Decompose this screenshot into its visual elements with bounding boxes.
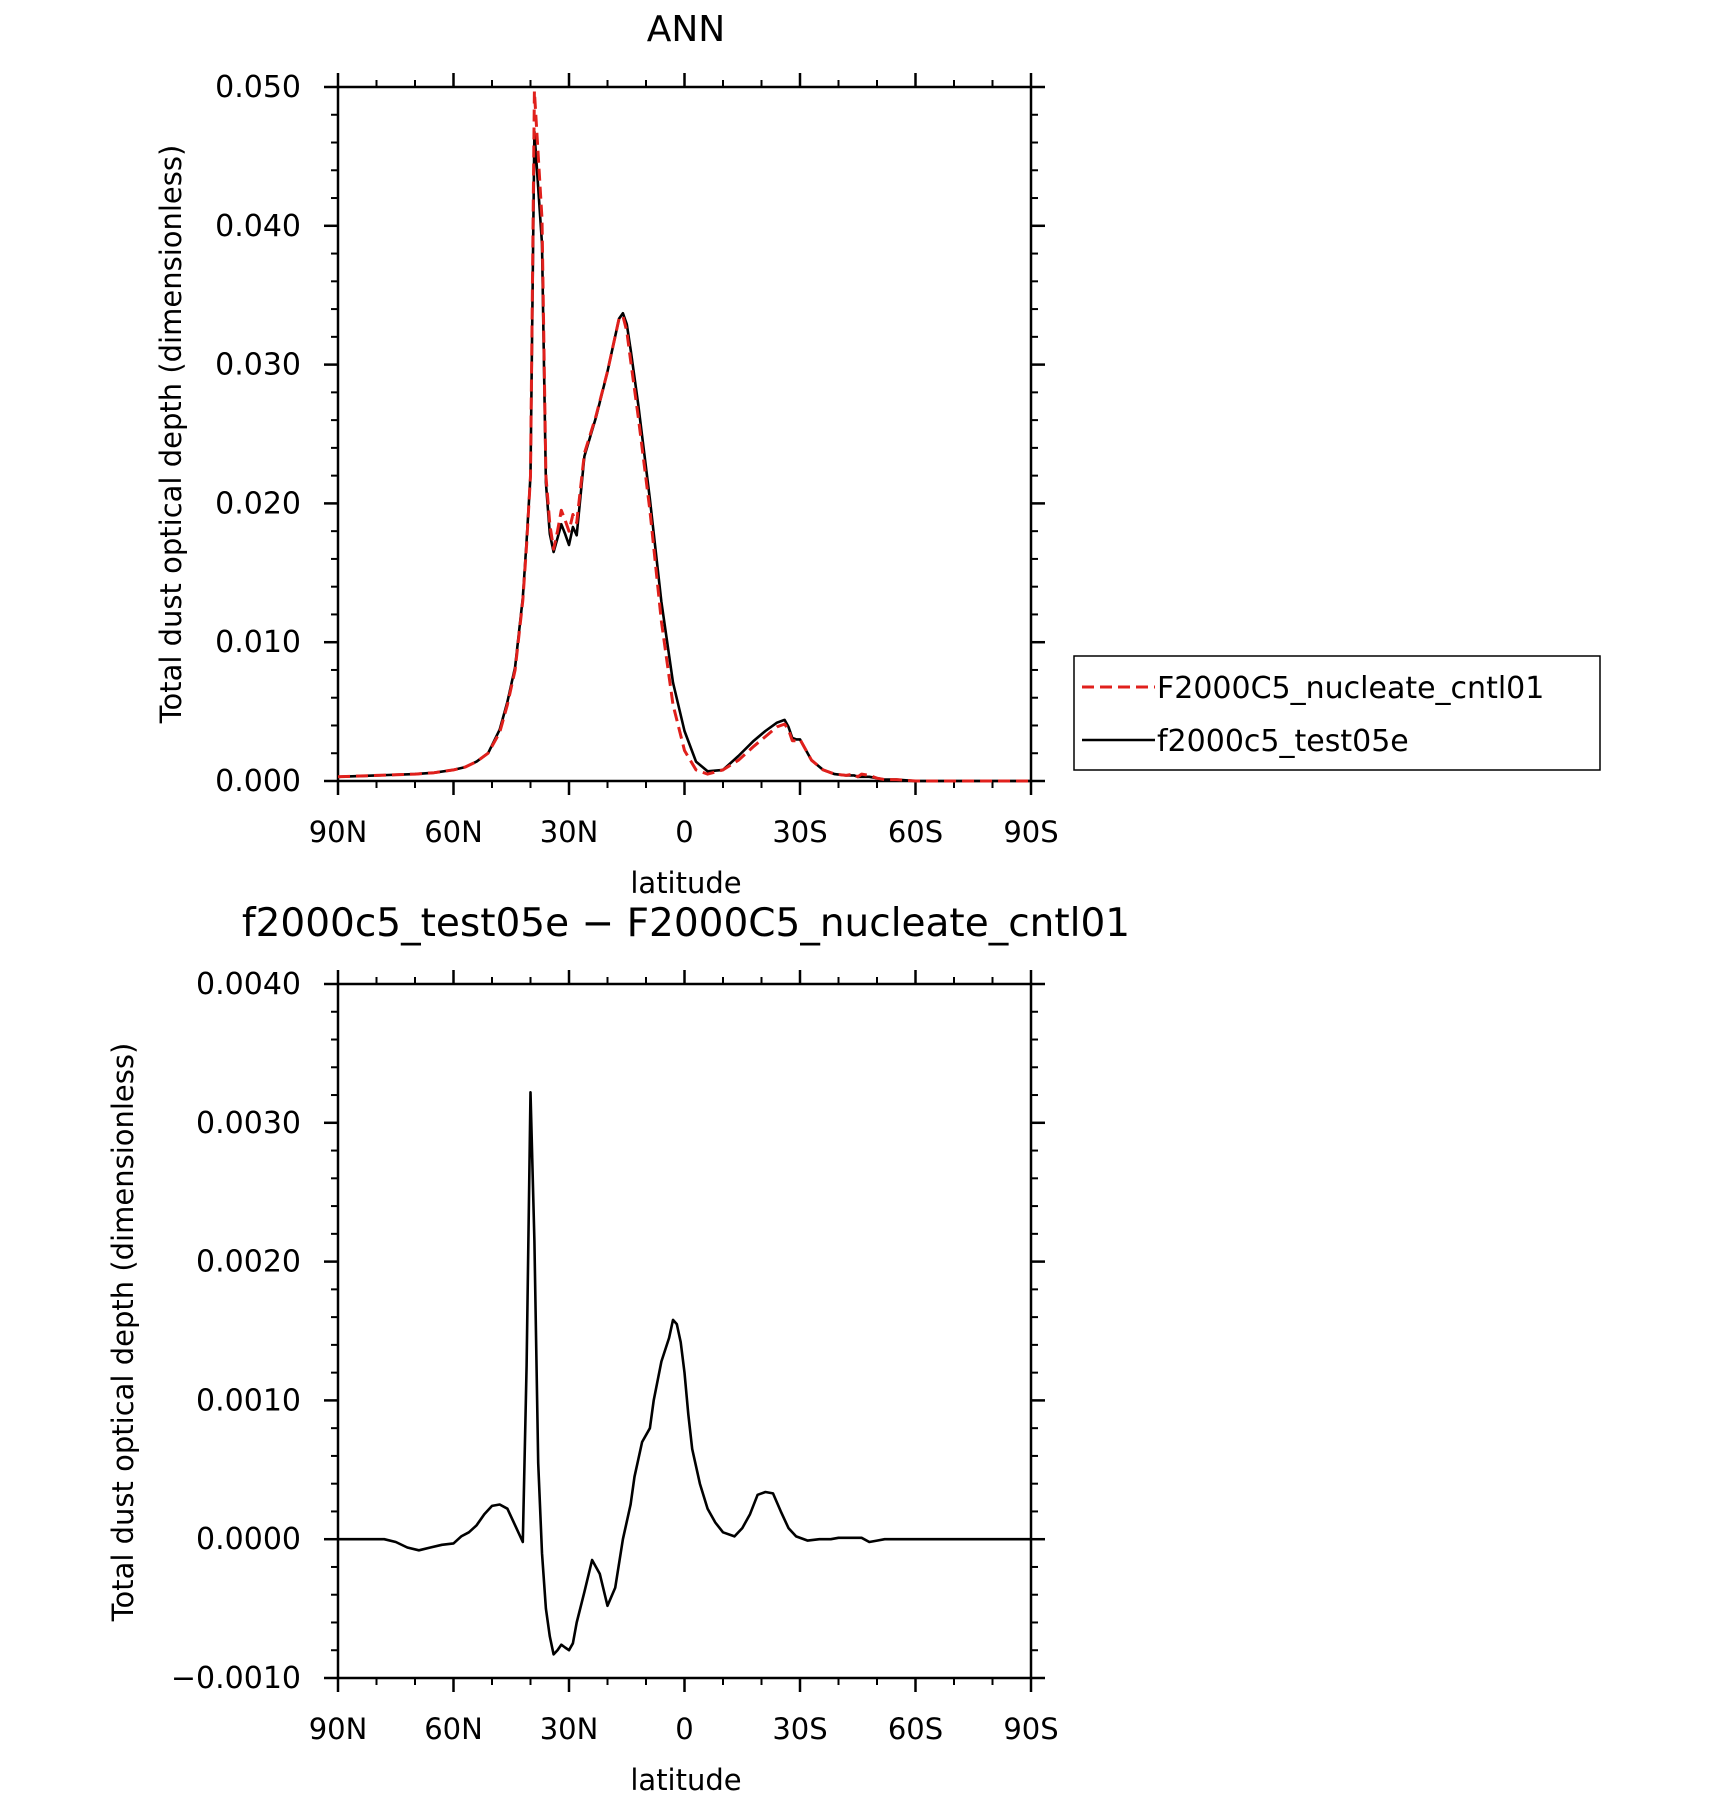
bottom-panel: f2000c5_test05e − F2000C5_nucleate_cntl0… <box>106 901 1130 1797</box>
y-tick-label: 0.030 <box>215 348 301 383</box>
y-tick-label: 0.0040 <box>196 967 301 1002</box>
x-tick-label: 30N <box>540 1712 599 1746</box>
x-tick-label: 90S <box>1003 815 1058 849</box>
x-tick-label: 0 <box>675 815 693 849</box>
bottom-x-axis-label: latitude <box>630 1763 741 1797</box>
y-tick-label: 0.000 <box>215 764 301 799</box>
x-tick-label: 90S <box>1003 1712 1058 1746</box>
y-tick-label: 0.0010 <box>196 1383 301 1418</box>
x-tick-label: 90N <box>309 815 368 849</box>
bottom-chart-title: f2000c5_test05e − F2000C5_nucleate_cntl0… <box>242 901 1130 946</box>
y-tick-label: 0.040 <box>215 209 301 244</box>
y-tick-label: −0.0010 <box>171 1661 301 1696</box>
legend-label-cntl: F2000C5_nucleate_cntl01 <box>1157 671 1544 706</box>
top-series-line-0 <box>337 89 1031 783</box>
x-tick-label: 60N <box>424 1712 483 1746</box>
top-series-line-1 <box>337 130 1031 783</box>
top-plot-frame <box>336 85 1033 783</box>
x-tick-label: 60S <box>888 815 943 849</box>
y-tick-label: 0.010 <box>215 625 301 660</box>
y-tick-label: 0.0030 <box>196 1106 301 1141</box>
y-tick-label: 0.0000 <box>196 1522 301 1557</box>
bottom-y-axis-label: Total dust optical depth (dimensionless) <box>106 1043 140 1623</box>
y-tick-label: 0.0020 <box>196 1245 301 1280</box>
x-tick-label: 60S <box>888 1712 943 1746</box>
x-tick-label: 30S <box>772 815 827 849</box>
x-tick-label: 0 <box>675 1712 693 1746</box>
top-panel: ANN 0.000 0.010 0.020 0.030 0.040 0.050 90N 60… <box>154 9 1059 900</box>
top-y-axis-label: Total dust optical depth (dimensionless) <box>154 145 188 725</box>
top-x-axis-label: latitude <box>630 866 741 900</box>
x-tick-label: 60N <box>424 815 483 849</box>
x-tick-label: 90N <box>309 1712 368 1746</box>
bottom-plot-frame <box>336 982 1033 1680</box>
legend-label-test: f2000c5_test05e <box>1157 724 1409 759</box>
legend: F2000C5_nucleate_cntl01 f2000c5_test05e <box>1073 655 1601 771</box>
legend-box <box>1073 655 1601 771</box>
y-tick-label: 0.020 <box>215 486 301 521</box>
top-chart-title: ANN <box>647 9 726 50</box>
x-tick-label: 30N <box>540 815 599 849</box>
bottom-series-line-0 <box>338 1091 1031 1656</box>
x-tick-label: 30S <box>772 1712 827 1746</box>
y-tick-label: 0.050 <box>215 70 301 105</box>
